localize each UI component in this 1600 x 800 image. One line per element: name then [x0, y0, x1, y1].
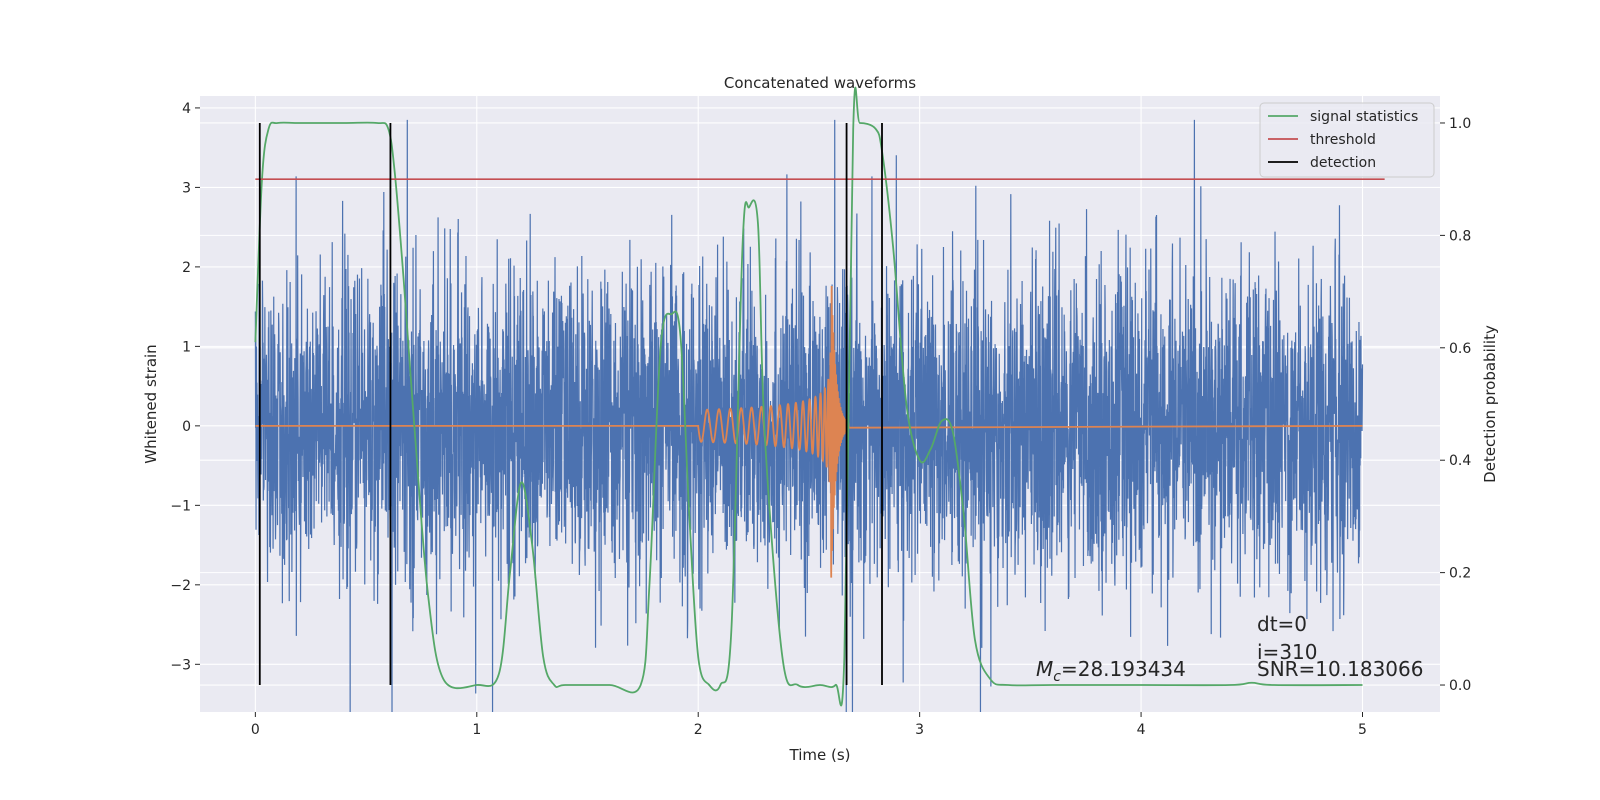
annotation-chirp-mass: Mc=28.193434 [1036, 657, 1186, 685]
x-tick-label: 3 [915, 722, 924, 738]
chirp-mass-subscript: c [1053, 669, 1061, 685]
y2-tick-label: 0.0 [1449, 678, 1471, 694]
x-tick-label: 4 [1137, 722, 1146, 738]
strain-series [254, 119, 1364, 713]
x-tick-label: 2 [694, 722, 703, 738]
y-tick-label: 2 [182, 260, 191, 276]
annotation-snr: SNR=10.183066 [1257, 657, 1423, 681]
annotations: dt=0 i=310 SNR=10.183066 Mc=28.193434 [1036, 612, 1423, 685]
chirp-mass-value: =28.193434 [1061, 657, 1186, 681]
y2-tick-label: 0.4 [1449, 453, 1471, 469]
chirp-mass-symbol: M [1036, 657, 1053, 681]
signal-statistics-series [254, 86, 1363, 707]
y-tick-label: 4 [182, 101, 191, 117]
y2-tick-label: 0.2 [1449, 566, 1471, 582]
y-tick-label: 1 [182, 339, 191, 355]
legend-label-threshold: threshold [1310, 132, 1376, 148]
y2-tick-label: 0.6 [1449, 341, 1471, 357]
y2-axis-label: Detection probability [1481, 325, 1499, 483]
annotation-index: i=310 [1257, 640, 1318, 664]
y2-tick-label: 1.0 [1449, 116, 1471, 132]
detection-lines [258, 122, 883, 686]
y2-tick-label: 0.8 [1449, 228, 1471, 244]
y-tick-label: −2 [170, 578, 191, 594]
x-axis-label: Time (s) [789, 746, 851, 764]
y-axis-label: Whitened strain [142, 344, 160, 463]
x-tick-label: 0 [251, 722, 260, 738]
legend: signal statistics threshold detection [1259, 102, 1435, 178]
y-tick-label: 3 [182, 180, 191, 196]
y-tick-label: −3 [170, 657, 191, 673]
legend-label-detection: detection [1310, 155, 1376, 171]
legend-box [1259, 102, 1435, 178]
waveform-line [255, 285, 1363, 578]
y-tick-label: −1 [170, 498, 191, 514]
waveform-series [255, 285, 1363, 578]
legend-label-signal-statistics: signal statistics [1310, 109, 1418, 125]
y-tick-label: 0 [182, 419, 191, 435]
chart-title: Concatenated waveforms [724, 74, 916, 92]
strain-line [254, 119, 1364, 713]
signal-statistics-line [254, 86, 1363, 707]
axes: 0 1 2 3 4 5 4 3 2 1 0 −1 −2 −3 1.0 0.8 0.6 0.4 0.2 0.0 [170, 101, 1471, 738]
annotation-dt: dt=0 [1257, 612, 1307, 636]
x-tick-label: 1 [472, 722, 481, 738]
x-tick-label: 5 [1358, 722, 1367, 738]
